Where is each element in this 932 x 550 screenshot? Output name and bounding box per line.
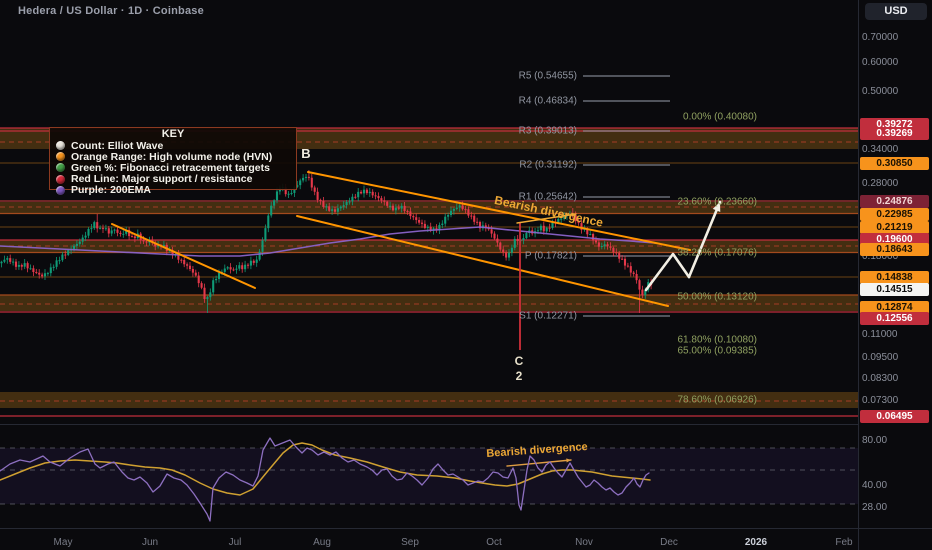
fibonacci-level-label: 78.60% (0.06926) bbox=[677, 394, 757, 406]
elliott-wave-2-label: 2 bbox=[515, 369, 523, 383]
time-axis-label: May bbox=[53, 537, 73, 548]
time-axis-label: Oct bbox=[486, 537, 502, 548]
symbol-title: Hedera / US Dollar · 1D · Coinbase bbox=[18, 5, 204, 17]
price-axis-label: 0.07300 bbox=[862, 395, 899, 406]
fibonacci-level-label: 65.00% (0.09385) bbox=[677, 345, 757, 357]
key-legend-box: KEY Count: Elliot Wave Orange Range: High… bbox=[49, 127, 297, 196]
legend-dot-icon bbox=[56, 185, 65, 195]
price-axis-label: 0.11000 bbox=[862, 329, 898, 340]
rsi-axis-label: 80.00 bbox=[862, 435, 888, 446]
rsi-axis-label: 40.00 bbox=[862, 480, 888, 491]
key-legend-item-label: Count: Elliot Wave bbox=[71, 139, 164, 152]
price-axis-label: 0.09500 bbox=[862, 352, 899, 363]
time-axis-label: 2026 bbox=[744, 537, 768, 548]
time-axis-label: Nov bbox=[575, 537, 593, 548]
pivot-label: S1 (0.12271) bbox=[519, 310, 577, 322]
time-axis-label: Jun bbox=[141, 537, 159, 548]
key-legend-item: Count: Elliot Wave bbox=[54, 139, 292, 152]
hvn-band bbox=[0, 200, 858, 214]
price-level-badge: 0.30850 bbox=[860, 156, 929, 170]
trendline[interactable] bbox=[307, 171, 691, 251]
legend-dot-icon bbox=[56, 174, 65, 184]
fibonacci-level-label: 61.80% (0.10080) bbox=[677, 334, 757, 346]
time-axis-label: Jul bbox=[228, 537, 242, 548]
hvn-band bbox=[0, 295, 858, 311]
key-legend-item: Orange Range: High volume node (HVN) bbox=[54, 150, 292, 163]
price-axis-separator bbox=[858, 0, 859, 550]
price-level-badge: 0.06495 bbox=[860, 409, 929, 423]
price-level-badge: 0.12556 bbox=[860, 311, 929, 325]
pivot-label: R4 (0.46834) bbox=[518, 95, 577, 107]
key-legend-item-label: Purple: 200EMA bbox=[71, 184, 151, 197]
legend-dot-icon bbox=[56, 141, 65, 151]
legend-dot-icon bbox=[56, 163, 65, 173]
time-axis-label: Sep bbox=[401, 537, 419, 548]
time-axis-label: Dec bbox=[660, 537, 678, 548]
elliott-wave-c-label: C bbox=[514, 354, 524, 368]
price-axis-label: 0.08300 bbox=[862, 373, 899, 384]
rsi-axis-label: 28.00 bbox=[862, 502, 888, 513]
price-axis-label: 0.34000 bbox=[862, 144, 899, 155]
fibonacci-level-label: 38.20% (0.17076) bbox=[677, 247, 757, 259]
key-legend-item-label: Red Line: Major support / resistance bbox=[71, 173, 253, 186]
price-level-badge: 0.21219 bbox=[860, 220, 929, 234]
fibonacci-level-label: 50.00% (0.13120) bbox=[677, 291, 757, 303]
price-level-badge: 0.14838 bbox=[860, 270, 929, 284]
pivot-label: P (0.17821) bbox=[524, 250, 577, 262]
trendline[interactable] bbox=[296, 215, 669, 307]
legend-dot-icon bbox=[56, 152, 65, 162]
price-level-badge: 0.22985 bbox=[860, 207, 929, 221]
trendline[interactable] bbox=[111, 223, 256, 289]
price-level-badge: 0.24876 bbox=[860, 194, 929, 208]
pivot-label: R1 (0.25642) bbox=[518, 191, 577, 203]
pivot-label: R3 (0.39013) bbox=[518, 125, 577, 137]
key-legend-item: Purple: 200EMA bbox=[54, 184, 292, 197]
price-level-badge: 0.12874 bbox=[860, 300, 929, 314]
price-level-badge: 0.39269 bbox=[860, 126, 929, 140]
hvn-band bbox=[0, 240, 858, 253]
key-legend-item-label: Orange Range: High volume node (HVN) bbox=[71, 150, 273, 163]
price-level-badge: 0.14515 bbox=[860, 282, 929, 296]
pivot-label: R2 (0.31192) bbox=[519, 159, 577, 171]
price-axis-label: 0.70000 bbox=[862, 32, 899, 43]
fibonacci-level-label: 0.00% (0.40080) bbox=[683, 111, 757, 123]
elliott-wave-b-label: B bbox=[301, 146, 311, 161]
key-legend-item: Red Line: Major support / resistance bbox=[54, 173, 292, 186]
price-axis-label: 0.28000 bbox=[862, 178, 899, 189]
price-axis-label: 0.50000 bbox=[862, 86, 899, 97]
time-axis-separator bbox=[0, 528, 932, 529]
currency-toggle-button[interactable]: USD bbox=[865, 3, 927, 20]
key-legend-title: KEY bbox=[161, 128, 185, 140]
key-legend-item-label: Green %: Fibonacci retracement targets bbox=[71, 161, 270, 174]
fibonacci-level-label: 23.60% (0.23660) bbox=[677, 196, 757, 208]
price-level-badge: 0.19600 bbox=[860, 232, 929, 246]
key-legend-item: Green %: Fibonacci retracement targets bbox=[54, 161, 292, 174]
price-level-badge: 0.18643 bbox=[860, 242, 929, 256]
price-axis-label: 0.18000 bbox=[862, 251, 899, 262]
pane-divider bbox=[0, 424, 858, 425]
key-legend-items: Count: Elliot Wave Orange Range: High vol… bbox=[54, 140, 292, 196]
price-axis-label: 0.60000 bbox=[862, 57, 899, 68]
time-axis-label: Feb bbox=[835, 537, 853, 548]
pivot-label: R5 (0.54655) bbox=[518, 70, 577, 82]
time-axis-label: Aug bbox=[313, 537, 331, 548]
hvn-band bbox=[0, 392, 858, 408]
